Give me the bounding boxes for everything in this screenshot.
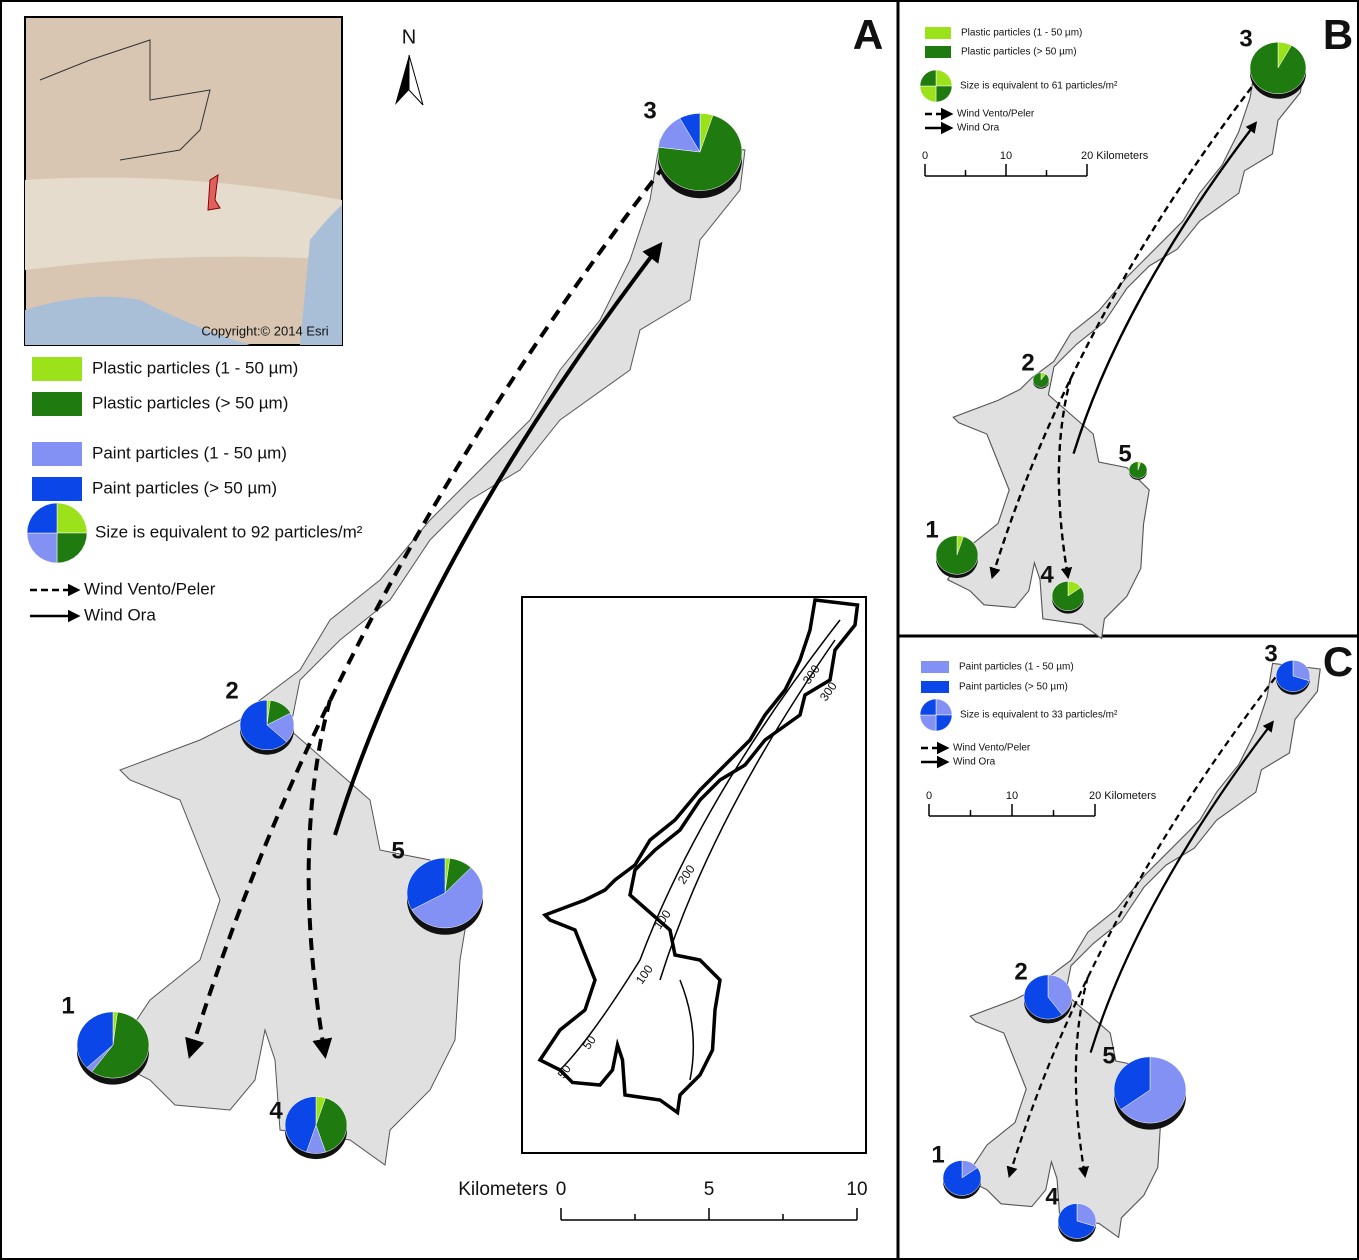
pie-slice <box>1129 462 1147 479</box>
site-label: 2 <box>1021 349 1034 376</box>
legend-pie <box>920 86 936 102</box>
site-label: 3 <box>1239 25 1252 52</box>
panel-letter: A <box>853 11 883 58</box>
legend-pie <box>57 533 87 563</box>
scale-label: 10 <box>1006 790 1018 802</box>
north-arrow: N <box>395 26 423 105</box>
legend-pie <box>920 699 936 715</box>
legend-label: Paint particles (1 - 50 µm) <box>959 662 1074 673</box>
site-label: 1 <box>925 516 938 543</box>
legend-swatch <box>921 681 949 693</box>
size-note: Size is equivalent to 92 particles/m² <box>95 522 363 541</box>
north-label: N <box>402 26 416 48</box>
pie-slice <box>1033 373 1049 388</box>
site-label: 5 <box>1102 1042 1115 1069</box>
site-label: 4 <box>1045 1183 1059 1210</box>
scale-label: 0 <box>556 1179 567 1200</box>
legend-pie <box>936 699 952 715</box>
legend-label: Plastic particles (1 - 50 µm) <box>92 358 298 377</box>
legend-pie <box>27 533 57 563</box>
wind-label: Wind Ora <box>953 757 996 768</box>
legend-swatch <box>32 442 82 466</box>
site-label: 1 <box>61 992 74 1019</box>
legend-label: Plastic particles (> 50 µm) <box>92 393 288 412</box>
wind-label: Wind Vento/Peler <box>84 579 216 598</box>
site-label: 5 <box>391 837 404 864</box>
site-label: 2 <box>225 677 238 704</box>
wind-label: Wind Ora <box>957 123 1000 134</box>
site-label: 4 <box>1040 561 1054 588</box>
size-note: Size is equivalent to 33 particles/m² <box>960 710 1118 721</box>
panel-letter: C <box>1323 638 1353 685</box>
legend-pie <box>936 86 952 102</box>
scale-title: Kilometers <box>458 1179 548 1200</box>
legend-label: Plastic particles (> 50 µm) <box>961 47 1077 58</box>
legend-swatch <box>32 477 82 501</box>
legend-label: Paint particles (1 - 50 µm) <box>92 443 287 462</box>
legend-pie <box>936 70 952 86</box>
legend-pie <box>936 715 952 731</box>
legend-label: Paint particles (> 50 µm) <box>959 682 1068 693</box>
site-label: 3 <box>643 97 656 124</box>
legend-swatch <box>925 27 951 39</box>
site-label: 1 <box>931 1141 944 1168</box>
scale-label: 5 <box>704 1179 715 1200</box>
scale-label: 10 <box>1000 150 1012 162</box>
figure: Copyright:© 2014 Esri N A APlastic parti… <box>0 0 1359 1260</box>
legend-pie <box>27 503 57 533</box>
scale-label: 0 <box>926 790 932 802</box>
legend-swatch <box>32 392 82 416</box>
wind-label: Wind Vento/Peler <box>957 109 1035 120</box>
wind-label: Wind Ora <box>84 605 156 624</box>
legend-pie <box>920 715 936 731</box>
scale-label: 20 Kilometers <box>1089 790 1157 802</box>
size-note: Size is equivalent to 61 particles/m² <box>960 81 1118 92</box>
location-inset: Copyright:© 2014 Esri <box>25 17 342 345</box>
legend-pie <box>920 70 936 86</box>
site-label: 5 <box>1118 440 1131 467</box>
panel-letter: B <box>1323 11 1353 58</box>
site-label: 3 <box>1264 640 1277 667</box>
legend-swatch <box>921 661 949 673</box>
pie-slice <box>936 536 978 575</box>
copyright: Copyright:© 2014 Esri <box>201 323 328 338</box>
legend-label: Plastic particles (1 - 50 µm) <box>961 28 1082 39</box>
wind-label: Wind Vento/Peler <box>953 743 1031 754</box>
pie-slice <box>1250 42 1306 94</box>
scale-label: 10 <box>846 1179 867 1200</box>
site-label: 4 <box>269 1097 283 1124</box>
legend-pie <box>57 503 87 533</box>
site-label: 2 <box>1014 958 1027 985</box>
legend-swatch <box>925 46 951 58</box>
legend-label: Paint particles (> 50 µm) <box>92 478 277 497</box>
scale-label: 0 <box>922 150 928 162</box>
legend-swatch <box>32 357 82 381</box>
scale-label: 20 Kilometers <box>1081 150 1149 162</box>
